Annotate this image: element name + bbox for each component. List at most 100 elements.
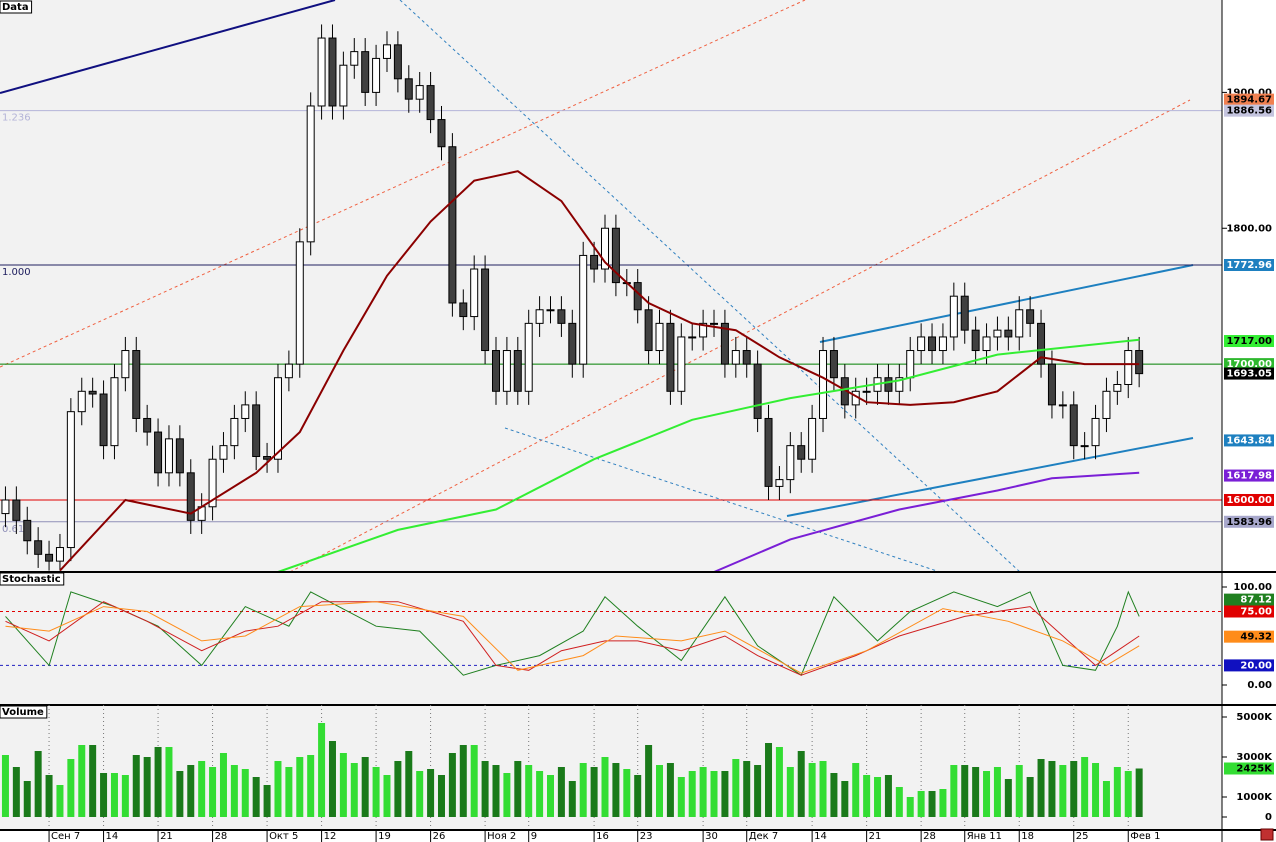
level-box [1224,358,1274,371]
candle-body [917,336,926,352]
candle-body [982,336,991,352]
volume-bar [241,769,249,817]
line-series [277,338,1140,572]
volume-bar [350,763,358,817]
volume-bar [328,741,336,817]
volume-bar [579,763,587,817]
volume-bar [906,797,914,817]
volume-bar [612,763,620,817]
candle-body [568,322,577,365]
volume-bar [721,771,729,817]
candle-body [143,417,152,433]
volume-bar [252,777,260,817]
x-tick-label: Янв 11 [967,831,1002,842]
x-tick-label: Дек 7 [749,831,779,842]
volume-bar [67,759,75,817]
candle-body [350,51,359,66]
candle-body [34,540,43,555]
candle-body [1102,390,1111,419]
candle-body [382,44,391,59]
volume-bar [165,747,173,817]
volume-bar [797,751,805,817]
volume-bar [786,767,794,817]
candle-body [1091,417,1100,447]
candle-body [1069,404,1078,447]
y-tick-label: 1800.00 [1226,223,1272,234]
pane: Сен 7 14 21 28 Окт 5 12 19 26 Ноя 2 9 16 23 30 Дек 7 1… [0,705,1276,842]
volume-bar [884,775,892,817]
volume-bar [972,767,980,817]
candle-body [393,44,402,80]
candle-body [219,445,228,460]
x-tick-label: 21 [869,831,882,842]
level-label: 49.32 [1240,632,1272,643]
volume-bar [416,771,424,817]
candle-body [677,336,686,392]
volume-bar [318,723,326,817]
volume-bar [23,781,31,817]
candle-body [66,411,75,549]
volume-bar [514,761,522,817]
volume-bar [427,769,435,817]
level-box [1224,630,1274,643]
level-box [1224,367,1274,380]
corner-button[interactable] [1260,828,1274,841]
volume-bar [1113,767,1121,817]
level-box [1224,469,1274,482]
pane: 1.2361.0000.6181900.001800.001894.671886… [0,0,1276,573]
volume-bar [1015,765,1023,817]
volume-bar [536,771,544,817]
volume-bar [481,761,489,817]
candle-body [284,363,293,379]
line-series [5,590,1140,676]
level-box [1224,104,1274,117]
volume-bar [143,757,151,817]
plot [0,590,1222,676]
candle-body [164,438,173,474]
volume-bar [699,767,707,817]
candle-body [241,404,250,419]
level-box [1224,762,1274,775]
line-series [59,170,1140,572]
volume-bar [557,767,565,817]
candle-body [742,350,751,365]
candle-body [993,329,1002,338]
candle-body [753,363,762,419]
candle-body [579,254,588,365]
volume-bar [688,771,696,817]
candle-body [252,404,261,458]
pane-title: Stochastic [2,574,61,585]
volume-bar [372,767,380,817]
candle-body [1047,363,1056,406]
volume-bar [1004,779,1012,817]
candle-body [808,417,817,460]
candle-body [132,350,141,419]
candle-body [513,350,522,392]
x-tick-label: 28 [923,831,936,842]
level-box [1224,515,1274,528]
candle-body [546,309,555,312]
volume-bar [1059,765,1067,817]
candle-body [884,377,893,392]
candle-body [786,445,795,481]
volume-bar [1081,757,1089,817]
volume-bar [198,761,206,817]
candle-body [829,350,838,379]
volume-bar [928,791,936,817]
candle-body [295,241,304,365]
candle-body [263,456,272,460]
volume-bar [274,761,282,817]
x-tick-label: 21 [160,831,173,842]
level-box [1224,493,1274,506]
candle-body [1080,445,1089,448]
volume-bar [645,745,653,817]
volume-bar [1070,761,1078,817]
volume-bar [775,747,783,817]
candle-body [186,472,195,521]
candle-body [273,377,282,460]
candle-body [175,438,184,474]
candle-body [1058,404,1067,407]
volume-bar [187,765,195,817]
x-tick-label: 14 [814,831,827,842]
volume-bar [307,755,315,817]
